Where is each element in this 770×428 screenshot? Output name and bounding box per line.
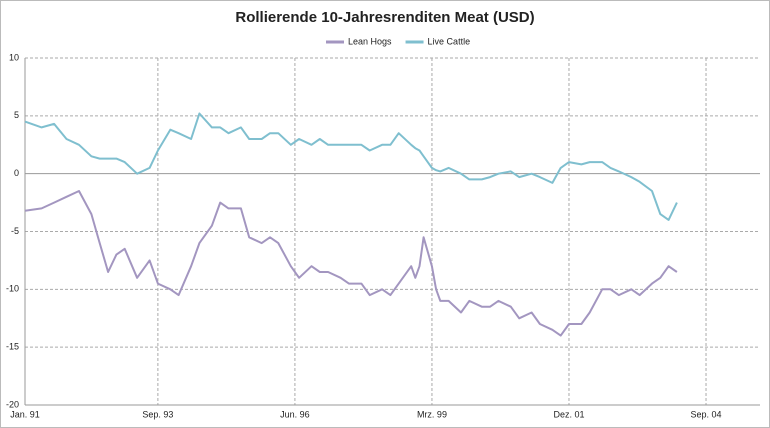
x-tick-label: Jun. 96 xyxy=(280,409,310,419)
y-tick-label: -20 xyxy=(6,399,19,409)
y-tick-label: -10 xyxy=(6,284,19,294)
x-tick-label: Mrz. 99 xyxy=(417,409,447,419)
legend-label: Live Cattle xyxy=(428,36,471,46)
y-tick-label: 5 xyxy=(14,110,19,120)
x-tick-label: Sep. 93 xyxy=(142,409,173,419)
y-tick-label: -15 xyxy=(6,342,19,352)
x-tick-label: Jan. 91 xyxy=(10,409,40,419)
y-tick-label: -5 xyxy=(11,226,19,236)
chart-title: Rollierende 10-Jahresrenditen Meat (USD) xyxy=(235,9,534,26)
legend-label: Lean Hogs xyxy=(348,36,392,46)
series-line xyxy=(24,112,678,221)
x-tick-label: Sep. 04 xyxy=(691,409,722,419)
series-line xyxy=(24,190,678,337)
y-tick-label: 0 xyxy=(14,168,19,178)
y-tick-label: 10 xyxy=(9,52,19,62)
x-tick-label: Dez. 01 xyxy=(553,409,584,419)
